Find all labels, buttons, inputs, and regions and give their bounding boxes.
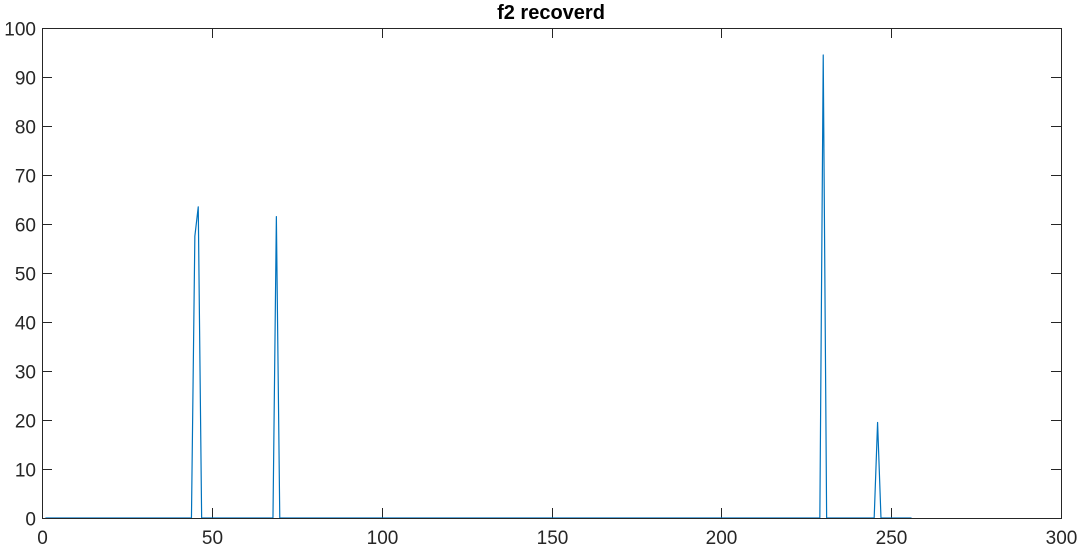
y-tick-label: 60 (15, 216, 36, 237)
y-tick-label: 80 (15, 118, 36, 139)
x-tick-label: 0 (37, 528, 48, 549)
y-tick-label: 20 (15, 412, 36, 433)
y-tick-label: 40 (15, 314, 36, 335)
x-tick-label: 200 (706, 528, 738, 549)
x-tick-label: 150 (537, 528, 569, 549)
y-tick-label: 50 (15, 265, 36, 286)
y-tick-label: 30 (15, 363, 36, 384)
y-tick-label: 10 (15, 461, 36, 482)
y-tick-label: 70 (15, 167, 36, 188)
y-axis: 0 10 20 30 40 50 60 70 80 90 100 (4, 20, 1061, 531)
series-line (45, 54, 912, 519)
x-tick-label: 50 (202, 528, 223, 549)
plot-area-border (42, 28, 1062, 519)
x-tick-label: 300 (1046, 528, 1078, 549)
y-tick-label: 90 (15, 69, 36, 90)
series-layer (45, 54, 912, 519)
x-tick-label: 100 (367, 528, 399, 549)
x-tick-label: 250 (876, 528, 908, 549)
y-tick-label: 100 (4, 20, 36, 41)
chart-title: f2 recoverd (497, 2, 605, 24)
x-axis: 0 50 100 150 200 250 300 (37, 28, 1077, 549)
y-tick-label: 0 (25, 510, 36, 531)
